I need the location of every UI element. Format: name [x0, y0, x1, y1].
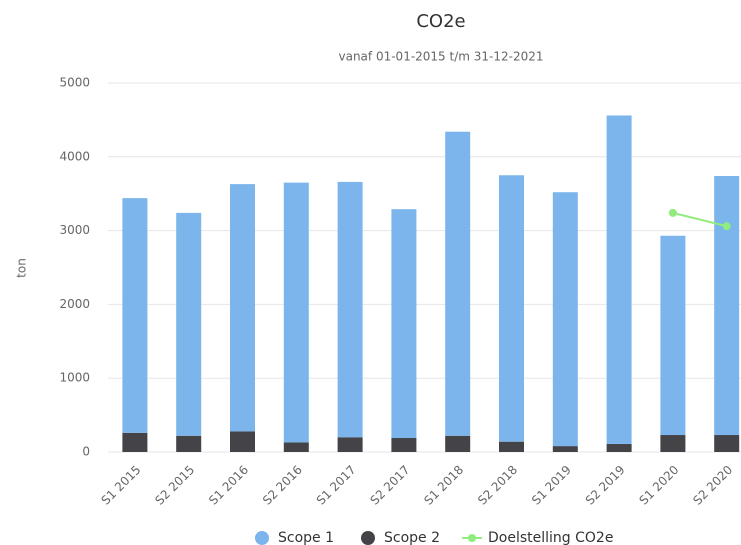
x-tick-label: S2 2018 — [475, 463, 520, 508]
bar — [122, 432, 148, 452]
x-tick-label: S1 2017 — [314, 463, 359, 508]
y-tick-label: 3000 — [59, 223, 90, 237]
bar — [122, 198, 148, 433]
bar — [230, 431, 255, 452]
bar — [660, 235, 686, 436]
bar — [714, 435, 740, 452]
legend-label: Doelstelling CO2e — [488, 530, 613, 545]
bar — [660, 435, 686, 452]
legend-marker — [468, 534, 476, 542]
y-tick-label: 0 — [82, 445, 90, 459]
x-tick-label: S2 2017 — [368, 463, 413, 508]
bar — [499, 175, 524, 442]
line-point — [722, 222, 731, 231]
bar — [283, 442, 309, 452]
chart-title: CO2e — [416, 11, 465, 32]
bar — [445, 131, 471, 436]
bar — [391, 437, 417, 452]
bar — [176, 212, 202, 436]
legend-label: Scope 1 — [278, 530, 334, 545]
bar — [606, 115, 632, 444]
legend-marker — [361, 531, 375, 545]
bar — [714, 175, 740, 436]
legend-label: Scope 2 — [384, 530, 440, 545]
bar — [176, 435, 202, 452]
chart-subtitle: vanaf 01-01-2015 t/m 31-12-2021 — [339, 50, 544, 64]
y-axis-label: ton — [15, 258, 29, 278]
bar — [337, 437, 363, 452]
bar — [283, 182, 309, 443]
bar — [337, 181, 363, 438]
x-tick-label: S2 2019 — [583, 463, 628, 508]
bar — [230, 184, 255, 432]
x-tick-label: S1 2015 — [99, 463, 144, 508]
y-tick-label: 1000 — [59, 371, 90, 385]
x-tick-label: S2 2016 — [260, 463, 305, 508]
x-tick-label: S1 2019 — [529, 463, 574, 508]
y-tick-label: 4000 — [59, 149, 90, 163]
x-tick-label: S2 2015 — [152, 463, 197, 508]
bar — [391, 209, 417, 438]
bar — [499, 441, 524, 452]
y-tick-label: 2000 — [59, 297, 90, 311]
line — [672, 211, 727, 228]
x-tick-label: S1 2016 — [206, 463, 251, 508]
x-tick-label: S1 2018 — [421, 463, 466, 508]
bar — [552, 446, 578, 452]
x-tick-label: S1 2020 — [637, 463, 682, 508]
bar — [445, 435, 471, 452]
y-tick-label: 5000 — [59, 76, 90, 90]
bar — [552, 192, 578, 447]
legend-marker — [255, 531, 269, 545]
bar — [606, 443, 632, 452]
line-point — [668, 208, 677, 217]
x-tick-label: S2 2020 — [690, 463, 735, 508]
